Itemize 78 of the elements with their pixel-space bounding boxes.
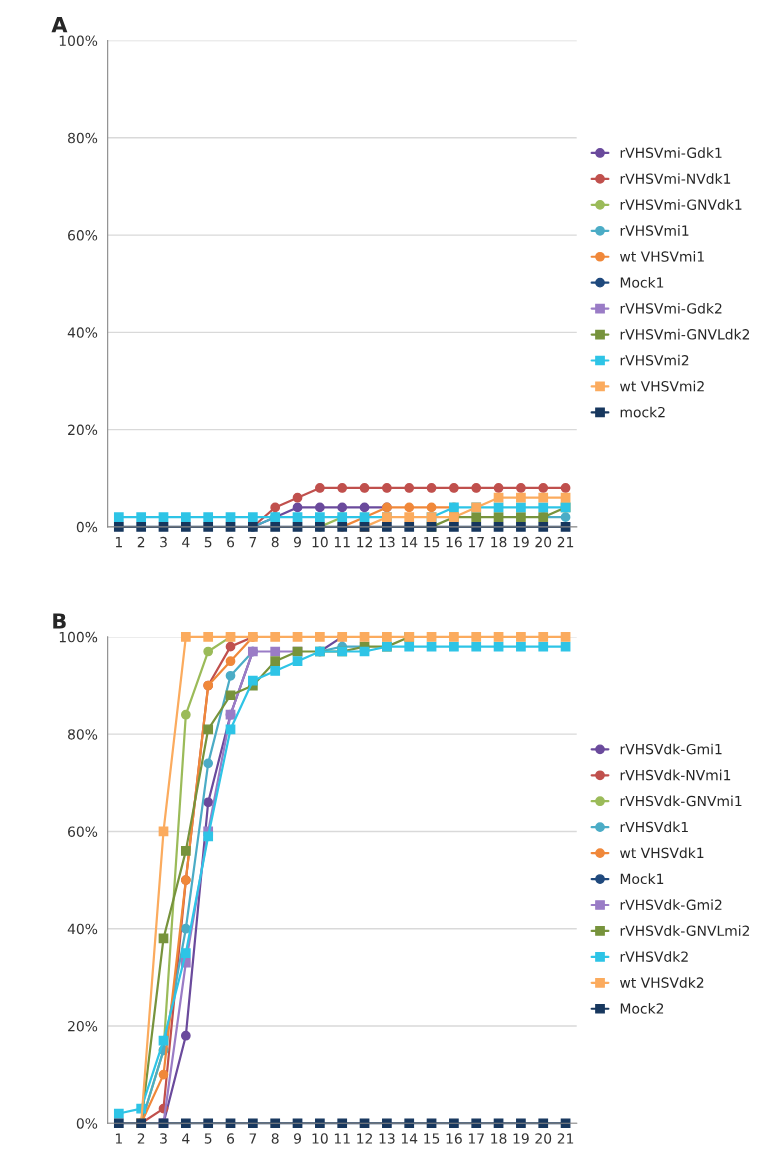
x-tick-label: 16 — [446, 536, 462, 548]
y-tick-label: 100% — [59, 35, 98, 46]
legend-label: rVHSVdk1 — [620, 821, 688, 833]
x-tick-label: 8 — [271, 536, 279, 548]
y-tick-label: 20% — [68, 1020, 98, 1032]
legend-label: rVHSVdk-NVmi1 — [620, 769, 731, 781]
x-tick-label: 10 — [312, 536, 328, 548]
x-tick-label: 20 — [535, 1133, 552, 1144]
chart-title: A — [51, 17, 68, 33]
x-tick-label: 14 — [401, 1133, 418, 1144]
x-tick-label: 4 — [182, 537, 190, 548]
x-tick-label: 6 — [227, 536, 235, 548]
x-tick-label: 2 — [137, 1133, 145, 1144]
x-tick-label: 7 — [249, 537, 257, 548]
x-tick-label: 18 — [491, 536, 507, 548]
y-tick-label: 0% — [76, 1118, 98, 1129]
y-tick-label: 40% — [67, 327, 98, 338]
x-tick-label: 17 — [468, 1133, 484, 1144]
x-tick-label: 1 — [115, 537, 122, 548]
x-tick-label: 20 — [535, 536, 552, 548]
legend-label: rVHSVdk-GNVmi1 — [620, 795, 742, 807]
legend-label: rVHSVmi-NVdk1 — [620, 173, 731, 184]
x-tick-label: 18 — [491, 1133, 507, 1144]
chart-title: B — [53, 613, 66, 629]
x-tick-label: 12 — [357, 1133, 372, 1144]
x-tick-label: 9 — [293, 536, 301, 548]
x-tick-label: 4 — [182, 1133, 190, 1144]
legend-label: Mock1 — [620, 873, 664, 885]
legend-label: rVHSVdk-GNVLmi2 — [620, 925, 750, 936]
x-tick-label: 7 — [249, 1133, 257, 1144]
legend-label: rVHSVmi-Gdk1 — [620, 147, 722, 159]
y-tick-label: 80% — [68, 132, 98, 144]
y-tick-label: 0% — [76, 521, 98, 533]
legend-label: mock2 — [620, 406, 665, 418]
legend-label: rVHSVmi2 — [620, 354, 689, 366]
legend-label: wt VHSVmi1 — [620, 251, 704, 262]
x-tick-label: 5 — [204, 537, 212, 548]
x-tick-label: 11 — [334, 1133, 350, 1144]
x-tick-label: 17 — [468, 537, 484, 548]
x-tick-label: 19 — [513, 536, 529, 548]
y-tick-label: 60% — [68, 230, 98, 241]
legend-label: rVHSVmi-GNVdk1 — [620, 199, 742, 210]
x-tick-label: 14 — [401, 537, 418, 548]
legend-label: rVHSVmi1 — [620, 225, 689, 236]
x-tick-label: 19 — [513, 1133, 529, 1144]
x-tick-label: 5 — [204, 1133, 212, 1144]
legend-label: wt VHSVdk2 — [620, 977, 704, 988]
legend-label: Mock2 — [620, 1003, 664, 1014]
y-tick-label: 80% — [68, 729, 98, 740]
x-tick-label: 10 — [312, 1133, 328, 1144]
x-tick-label: 2 — [137, 536, 145, 548]
x-tick-label: 12 — [357, 536, 372, 548]
legend-label: rVHSVmi-GNVLdk2 — [620, 328, 750, 340]
x-tick-label: 13 — [379, 536, 395, 548]
legend-label: Mock1 — [620, 276, 664, 288]
x-tick-label: 1 — [115, 1133, 122, 1144]
y-tick-label: 100% — [59, 631, 98, 643]
x-tick-label: 9 — [293, 1133, 301, 1144]
y-tick-label: 40% — [67, 923, 98, 935]
y-tick-label: 60% — [68, 826, 98, 837]
x-tick-label: 11 — [334, 537, 350, 548]
x-tick-label: 6 — [227, 1133, 235, 1144]
x-tick-label: 16 — [446, 1133, 462, 1144]
x-tick-label: 3 — [160, 536, 167, 548]
x-tick-label: 3 — [160, 1133, 167, 1144]
legend-label: wt VHSVmi2 — [620, 380, 704, 392]
x-tick-label: 21 — [557, 536, 574, 548]
legend-label: wt VHSVdk1 — [620, 847, 704, 859]
legend-label: rVHSVdk2 — [620, 951, 688, 962]
legend-label: rVHSVmi-Gdk2 — [620, 302, 722, 314]
y-tick-label: 20% — [68, 424, 98, 436]
x-tick-label: 8 — [271, 1133, 279, 1144]
x-tick-label: 15 — [424, 537, 440, 548]
legend-label: rVHSVdk-Gmi1 — [620, 743, 722, 755]
x-tick-label: 13 — [379, 1133, 395, 1144]
legend-label: rVHSVdk-Gmi2 — [620, 899, 722, 911]
x-tick-label: 21 — [557, 1133, 574, 1144]
x-tick-label: 15 — [424, 1133, 440, 1144]
